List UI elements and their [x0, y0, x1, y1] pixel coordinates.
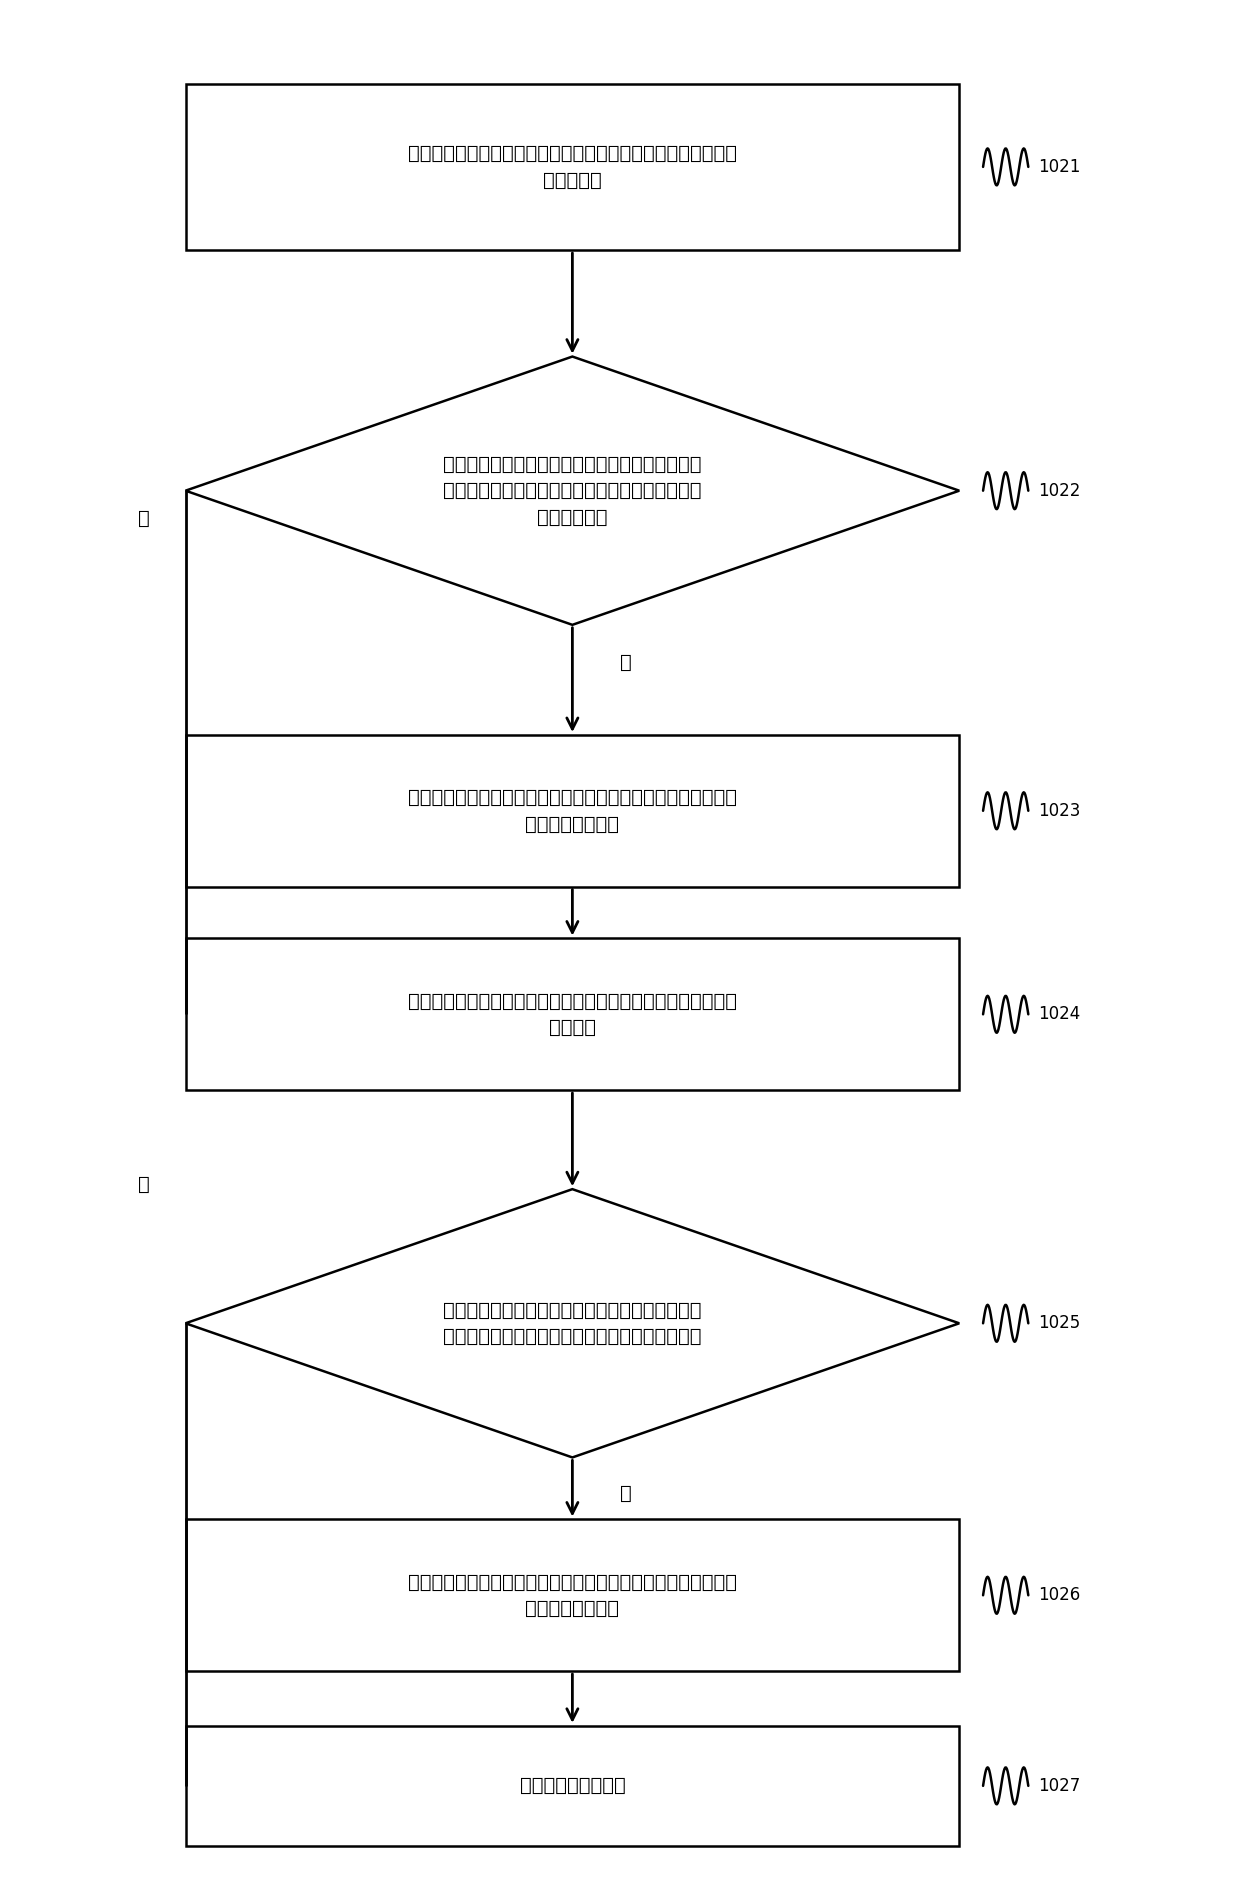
- Text: 是: 是: [620, 653, 632, 672]
- Text: 确定与所述目标属性关键词不相同的所述第二分支
链的结点与所述目标属性关键词之间是否是近义词: 确定与所述目标属性关键词不相同的所述第二分支 链的结点与所述目标属性关键词之间是…: [443, 1301, 702, 1346]
- Text: 否: 否: [138, 510, 150, 529]
- Text: 1022: 1022: [1038, 481, 1080, 500]
- Text: 根据所述目标属性的顺序和所述目标属性关键词，查询预设的频
道知识图谱: 根据所述目标属性的顺序和所述目标属性关键词，查询预设的频 道知识图谱: [408, 143, 737, 189]
- Text: 将所述第一分支链的节点组成的频道名称确定为所述语音控制文
本包括的频道名称: 将所述第一分支链的节点组成的频道名称确定为所述语音控制文 本包括的频道名称: [408, 787, 737, 833]
- Text: 1021: 1021: [1038, 159, 1080, 176]
- Text: 1027: 1027: [1038, 1777, 1080, 1795]
- Text: 输出预设的聊天信息: 输出预设的聊天信息: [520, 1777, 625, 1795]
- Bar: [186, 734, 960, 887]
- Text: 是: 是: [620, 1484, 632, 1503]
- Bar: [186, 83, 960, 251]
- Text: 否: 否: [138, 1174, 150, 1193]
- Text: 1024: 1024: [1038, 1004, 1080, 1023]
- Bar: [186, 1726, 960, 1846]
- Text: 确定频道知识图谱中是否存在由目标属性关键词组
成的第一分支链，且第一分支链包括所有的所述目
标属性关键词: 确定频道知识图谱中是否存在由目标属性关键词组 成的第一分支链，且第一分支链包括所…: [443, 455, 702, 527]
- Polygon shape: [186, 357, 960, 625]
- Text: 确定所述频道知识图谱中与所述目标属性关键词匹配度最高的第
二分支链: 确定所述频道知识图谱中与所述目标属性关键词匹配度最高的第 二分支链: [408, 991, 737, 1037]
- Text: 1026: 1026: [1038, 1586, 1080, 1605]
- Bar: [186, 938, 960, 1089]
- Polygon shape: [186, 1189, 960, 1458]
- Text: 1025: 1025: [1038, 1314, 1080, 1333]
- Text: 1023: 1023: [1038, 802, 1080, 819]
- Bar: [186, 1520, 960, 1671]
- Text: 将所述第二分支链的节点组成的频道名称确定为所述语音控制文
本包括的频道名称: 将所述第二分支链的节点组成的频道名称确定为所述语音控制文 本包括的频道名称: [408, 1573, 737, 1618]
